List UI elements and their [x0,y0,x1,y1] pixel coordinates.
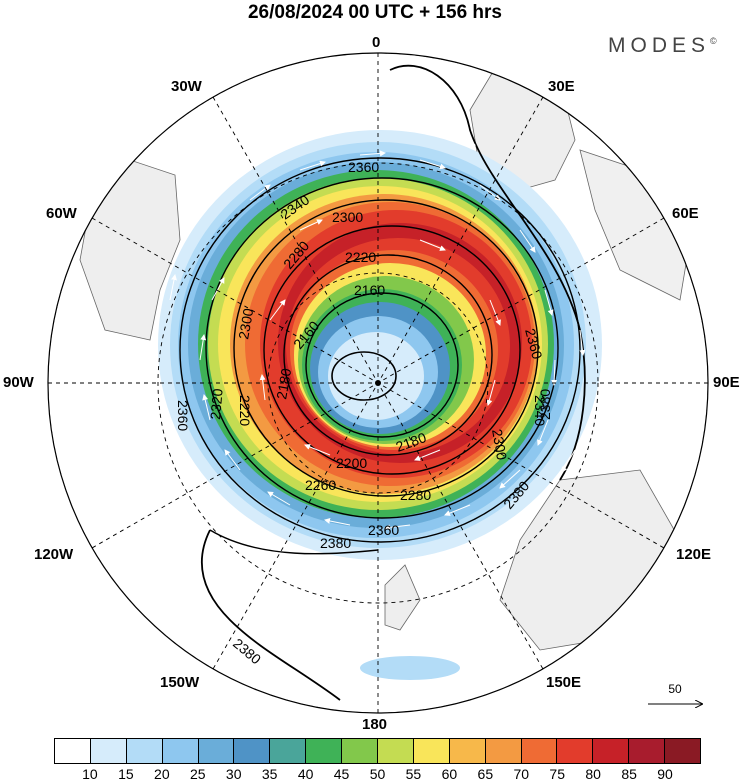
contour-label: 2380 [320,535,351,551]
lon-label-90w: 90W [3,374,34,391]
colorbar-swatch [378,739,414,763]
colorbar-swatch [198,739,235,763]
contour-label: 2300 [489,428,510,462]
colorbar-tick-label: 80 [585,766,601,782]
contour-label: 2380 [537,389,553,420]
lon-label-150w: 150W [160,674,200,691]
contour-label: 2180 [273,367,294,401]
colorbar-swatch [126,739,163,763]
colorbar-swatch [270,739,307,763]
colorbar-tick-label: 45 [333,766,350,782]
colorbar-tick-label: 10 [82,766,98,782]
colorbar-tick-label: 15 [118,766,134,782]
lon-label-90e: 90E [713,374,740,391]
lon-label-30e: 30E [548,78,575,95]
lon-label-120w: 120W [34,546,74,563]
height-contours [179,64,586,701]
contour-label: 2280 [400,487,431,503]
contour-label: 2300 [332,209,363,225]
colorbar-swatch [485,739,522,763]
contour-label: 2300 [235,307,256,341]
colorbar-swatch [449,739,486,763]
colorbar-tick-label: 30 [225,766,242,782]
contour-label: 2360 [522,327,546,361]
lon-label-150e: 150E [546,674,582,691]
brand-name: MODES [608,34,711,57]
colorbar-tick-label: 60 [441,766,458,782]
colorbar-swatch [342,739,379,763]
colorbar-tick-label: 85 [621,766,637,782]
lon-label-180: 180 [362,716,388,733]
colorbar-swatch [306,739,343,763]
brand-logo: MODES© [608,34,717,58]
colorbar-swatch [557,739,594,763]
colorbar-swatch [521,739,558,763]
colorbar-tick-label: 70 [513,766,530,782]
colorbar-swatch [593,739,630,763]
contour-label: 2320 [207,388,226,421]
lon-label-30w: 30W [171,78,202,95]
colorbar-tick-label: 75 [549,766,566,782]
copyright-mark: © [710,36,717,46]
pole-marker [375,380,381,386]
colorbar-tick-label: 65 [477,766,494,782]
lon-label-120e: 120E [676,546,712,563]
colorbar-tick-label: 25 [189,766,206,782]
map-border [47,52,709,714]
contour-label: 2260 [305,477,336,493]
lon-label-60w: 60W [46,205,77,222]
contour-label: 2360 [368,522,399,538]
colorbar-swatch [55,739,91,763]
contour-label: 2220 [237,395,253,426]
colorbar-swatch [629,739,666,763]
colorbar-swatch [234,739,271,763]
colorbar-tick-label: 55 [405,766,422,782]
reference-vector: 50 [645,680,705,698]
contour-label: 2220 [345,249,376,265]
colorbar-swatch [665,739,701,763]
map-title: 26/08/2024 00 UTC + 156 hrs [247,2,503,23]
contour-label: 2340 [532,395,548,426]
contour-label: 2360 [348,159,379,175]
contour-labels: 2360 2340 2300 2220 2160 2160 2280 2300 … [175,159,553,667]
reference-vector-value: 50 [668,682,682,696]
contour-label: 2360 [175,400,191,431]
land-masses [79,59,691,651]
colorbar-tick-label: 90 [657,766,673,782]
colorbar [54,738,701,764]
colorbar-tick-label: 20 [154,766,170,782]
lon-label-60e: 60E [672,205,699,222]
colorbar-swatch [413,739,450,763]
contour-label: 2200 [336,455,367,471]
colorbar-ticks: 10 15 20 25 30 35 40 45 50 55 60 65 70 75 80 85 90 [54,766,701,782]
colorbar-tick-label: 40 [297,766,314,782]
lon-label-0: 0 [372,34,381,51]
colorbar-tick-label: 50 [369,766,386,782]
colorbar-swatch [162,739,199,763]
contour-label: 2160 [354,282,385,298]
colorbar-swatch [90,739,127,763]
colorbar-tick-label: 35 [261,766,278,782]
